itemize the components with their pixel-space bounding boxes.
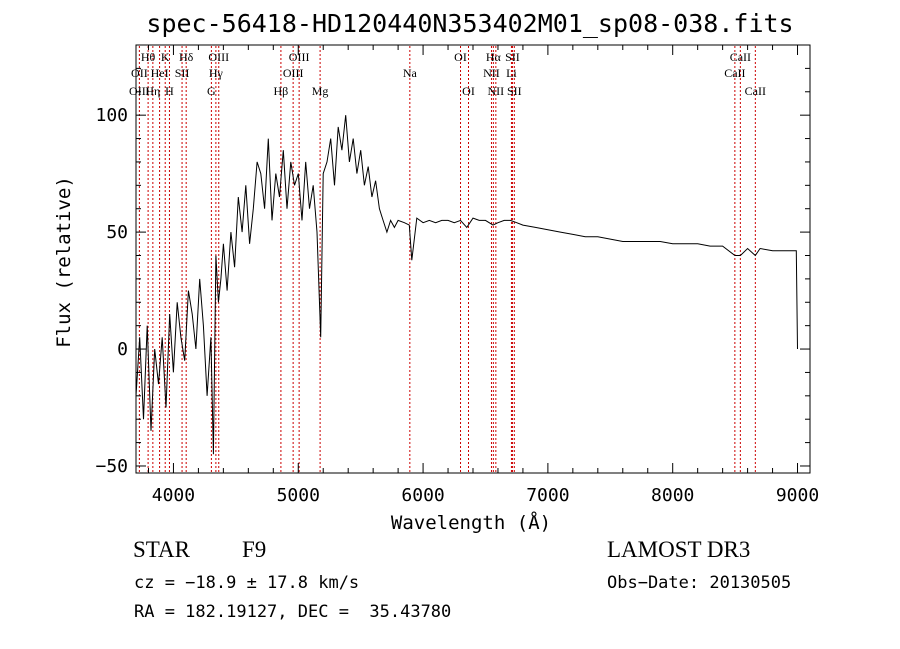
line-marker-label: OIII xyxy=(129,84,150,98)
line-markers xyxy=(138,46,756,472)
x-tick-label: 7000 xyxy=(526,485,569,506)
line-marker-label: OIII xyxy=(208,50,229,64)
y-tick-label: 0 xyxy=(117,339,128,360)
line-marker-label: SII xyxy=(507,84,522,98)
line-marker-label: CaII xyxy=(724,66,745,80)
redshift-info: cz = −18.9 ± 17.8 km/s xyxy=(134,573,360,593)
coordinates: RA = 182.19127, DEC = 35.43780 xyxy=(134,602,452,622)
line-marker-label: SII xyxy=(175,66,190,80)
line-marker-label: CaII xyxy=(730,50,751,64)
line-marker-label: NII xyxy=(483,66,500,80)
spectrum-line xyxy=(135,115,798,455)
line-marker-label: NII xyxy=(488,84,505,98)
y-axis: −50 0 50 100 xyxy=(95,44,810,477)
x-tick-label: 9000 xyxy=(776,485,819,506)
x-tick-label: 8000 xyxy=(651,485,694,506)
line-marker-label: G xyxy=(207,84,216,98)
x-tick-label: 5000 xyxy=(277,485,320,506)
object-class: STAR xyxy=(133,537,190,562)
y-tick-label: 50 xyxy=(106,222,128,243)
y-axis-label: Flux (relative) xyxy=(53,176,75,348)
line-marker-label: Hβ xyxy=(274,84,289,98)
line-marker-label: Li xyxy=(506,66,517,80)
line-marker-label: H xyxy=(165,84,174,98)
line-marker-label: HeI xyxy=(151,66,169,80)
x-tick-label: 4000 xyxy=(152,485,195,506)
line-marker-label: OI xyxy=(462,84,475,98)
x-tick-label: 6000 xyxy=(401,485,444,506)
observation-date: Obs−Date: 20130505 xyxy=(607,573,792,593)
line-marker-label: K xyxy=(161,50,170,64)
plot-frame xyxy=(135,44,811,474)
object-subclass: F9 xyxy=(242,537,267,562)
survey-name: LAMOST DR3 xyxy=(607,537,751,562)
x-axis: 4000 5000 6000 7000 8000 9000 xyxy=(147,45,819,506)
line-marker-label: OIII xyxy=(289,50,310,64)
line-marker-label: Mg xyxy=(312,84,329,98)
line-marker-label: Hδ xyxy=(179,50,194,64)
x-axis-label: Wavelength (Å) xyxy=(391,511,551,534)
line-marker-label: OI xyxy=(454,50,467,64)
y-tick-label: −50 xyxy=(95,456,128,477)
chart-title: spec-56418-HD120440N353402M01_sp08-038.f… xyxy=(146,9,793,38)
line-marker-label: CaII xyxy=(745,84,766,98)
line-marker-label: Hγ xyxy=(209,66,224,80)
line-marker-label: OII xyxy=(131,66,148,80)
line-marker-label: Hη xyxy=(145,84,160,98)
line-marker-label: OIII xyxy=(283,66,304,80)
y-tick-label: 100 xyxy=(95,105,128,126)
line-marker-label: SII xyxy=(505,50,520,64)
line-marker-label: Na xyxy=(403,66,418,80)
line-marker-label: Hθ xyxy=(141,50,156,64)
line-marker-label: Hα xyxy=(486,50,502,64)
